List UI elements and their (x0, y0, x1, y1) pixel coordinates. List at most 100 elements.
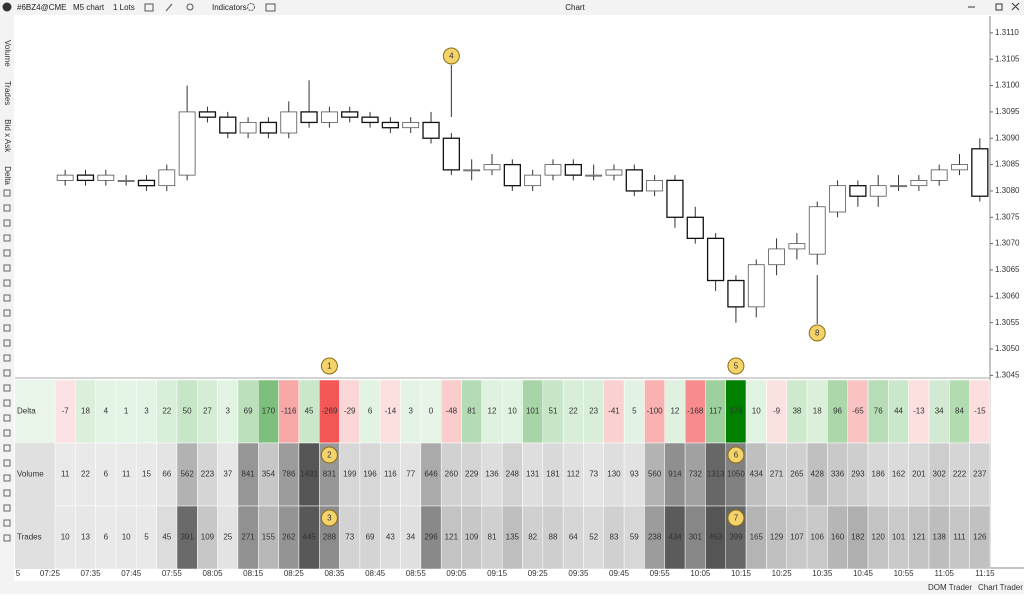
tool-icon[interactable] (247, 3, 255, 11)
candle-body (483, 164, 501, 171)
cell-value: -269 (321, 407, 338, 416)
cell-value: 27 (203, 407, 212, 416)
side-tab[interactable]: Delta (3, 166, 12, 185)
cell-value: 260 (445, 470, 459, 479)
x-tick-label: 5 (16, 569, 21, 578)
y-tick-label: 1.3080 (995, 186, 1020, 195)
side-tab[interactable]: Bid x Ask (3, 119, 12, 153)
drawing-tool[interactable] (3, 489, 11, 497)
tool-icon[interactable] (144, 3, 154, 12)
candle-body (76, 174, 95, 182)
cell-value: 831 (323, 470, 337, 479)
drawing-tool[interactable] (3, 444, 11, 452)
drawing-tool[interactable] (3, 474, 11, 482)
drawing-tool[interactable] (3, 324, 11, 332)
cell-value: 434 (750, 470, 764, 479)
cell-value: 45 (305, 407, 314, 416)
cell-value: 1313 (707, 470, 725, 479)
symbol[interactable]: #6BZ4@CME (17, 3, 66, 12)
drawing-tool[interactable] (3, 459, 11, 467)
cell-value: -13 (913, 407, 925, 416)
x-tick-label: 08:35 (324, 569, 345, 578)
drawing-tool[interactable] (3, 519, 11, 527)
cell (969, 505, 991, 570)
cell-value: 560 (648, 470, 662, 479)
drawing-tool[interactable] (3, 384, 11, 392)
dom-trader[interactable]: DOM Trader (928, 583, 972, 592)
cell-value: -100 (647, 407, 664, 416)
chart-trader[interactable]: Chart Trader (978, 583, 1023, 592)
cell-value: 15 (142, 470, 151, 479)
drawing-tool[interactable] (3, 204, 11, 212)
cell-value: 199 (343, 470, 357, 479)
zoom-icon[interactable] (186, 3, 194, 11)
cell-value: 43 (386, 533, 395, 542)
drawing-tool[interactable] (3, 249, 11, 257)
cell-value: 155 (262, 533, 276, 542)
cell-value: 18 (813, 407, 822, 416)
cell-value: 1 (124, 407, 129, 416)
drawing-tool[interactable] (3, 234, 11, 242)
cell-value: 23 (589, 407, 598, 416)
annotation-label: 1 (327, 362, 332, 371)
side-tab[interactable]: Trades (3, 81, 12, 106)
drawing-tool[interactable] (3, 189, 11, 197)
cell-value: 186 (872, 470, 886, 479)
layout-icon[interactable] (265, 3, 276, 12)
candle-body (97, 174, 115, 181)
cell-value: 222 (953, 470, 967, 479)
candle-body (564, 163, 582, 176)
candle-body (300, 111, 318, 124)
x-tick-label: 08:45 (365, 569, 386, 578)
drawing-tool[interactable] (3, 264, 11, 272)
candle-body (524, 174, 542, 187)
cell-value: 237 (973, 470, 987, 479)
cell-value: 374 (729, 407, 743, 416)
drawing-tool[interactable] (3, 369, 11, 377)
x-tick-label: 08:15 (243, 569, 264, 578)
candle-body (117, 180, 135, 182)
cell-value: 10 (61, 533, 70, 542)
drawing-tool[interactable] (3, 504, 11, 512)
drawing-tool[interactable] (3, 399, 11, 407)
candle-body (422, 121, 440, 139)
cell-value: 83 (610, 533, 619, 542)
side-tab[interactable]: Volume (3, 40, 12, 67)
cell-value: 4 (104, 407, 109, 416)
cell-value: 131 (526, 470, 540, 479)
pen-icon[interactable] (165, 3, 173, 12)
drawing-tool[interactable] (3, 354, 11, 362)
drawing-tool[interactable] (3, 414, 11, 422)
drawing-tool[interactable] (3, 309, 11, 317)
cell-value: 126 (973, 533, 987, 542)
lots[interactable]: 1 Lots (113, 3, 135, 12)
drawing-tool[interactable] (3, 534, 11, 542)
cell-value: 301 (689, 533, 703, 542)
cell-value: 25 (223, 533, 232, 542)
cell-value: 81 (467, 407, 476, 416)
indicators[interactable]: Indicators (212, 3, 247, 12)
timeframe[interactable]: M5 chart (73, 3, 105, 12)
cell-value: 45 (162, 533, 171, 542)
x-tick-label: 09:25 (528, 569, 549, 578)
cell-value: 38 (792, 407, 801, 416)
drawing-tool[interactable] (3, 429, 11, 437)
bottom-bar (0, 581, 1024, 594)
cell-value: -65 (852, 407, 864, 416)
cell-value: 69 (244, 407, 253, 416)
drawing-tool[interactable] (3, 219, 11, 227)
cell-value: 130 (607, 470, 621, 479)
window-controls[interactable] (968, 2, 1020, 11)
cell-value: 434 (668, 533, 682, 542)
cell-value: 262 (282, 533, 296, 542)
cell-value: 111 (953, 533, 966, 542)
x-tick-label: 10:05 (690, 569, 711, 578)
cell-value: 96 (833, 407, 842, 416)
drawing-tool[interactable] (3, 294, 11, 302)
cell-value: -29 (344, 407, 356, 416)
drawing-tool[interactable] (3, 339, 11, 347)
y-tick-label: 1.3075 (995, 212, 1020, 221)
cell-value: 196 (363, 470, 377, 479)
drawing-tool[interactable] (3, 279, 11, 287)
cell-value: 11 (61, 470, 70, 479)
